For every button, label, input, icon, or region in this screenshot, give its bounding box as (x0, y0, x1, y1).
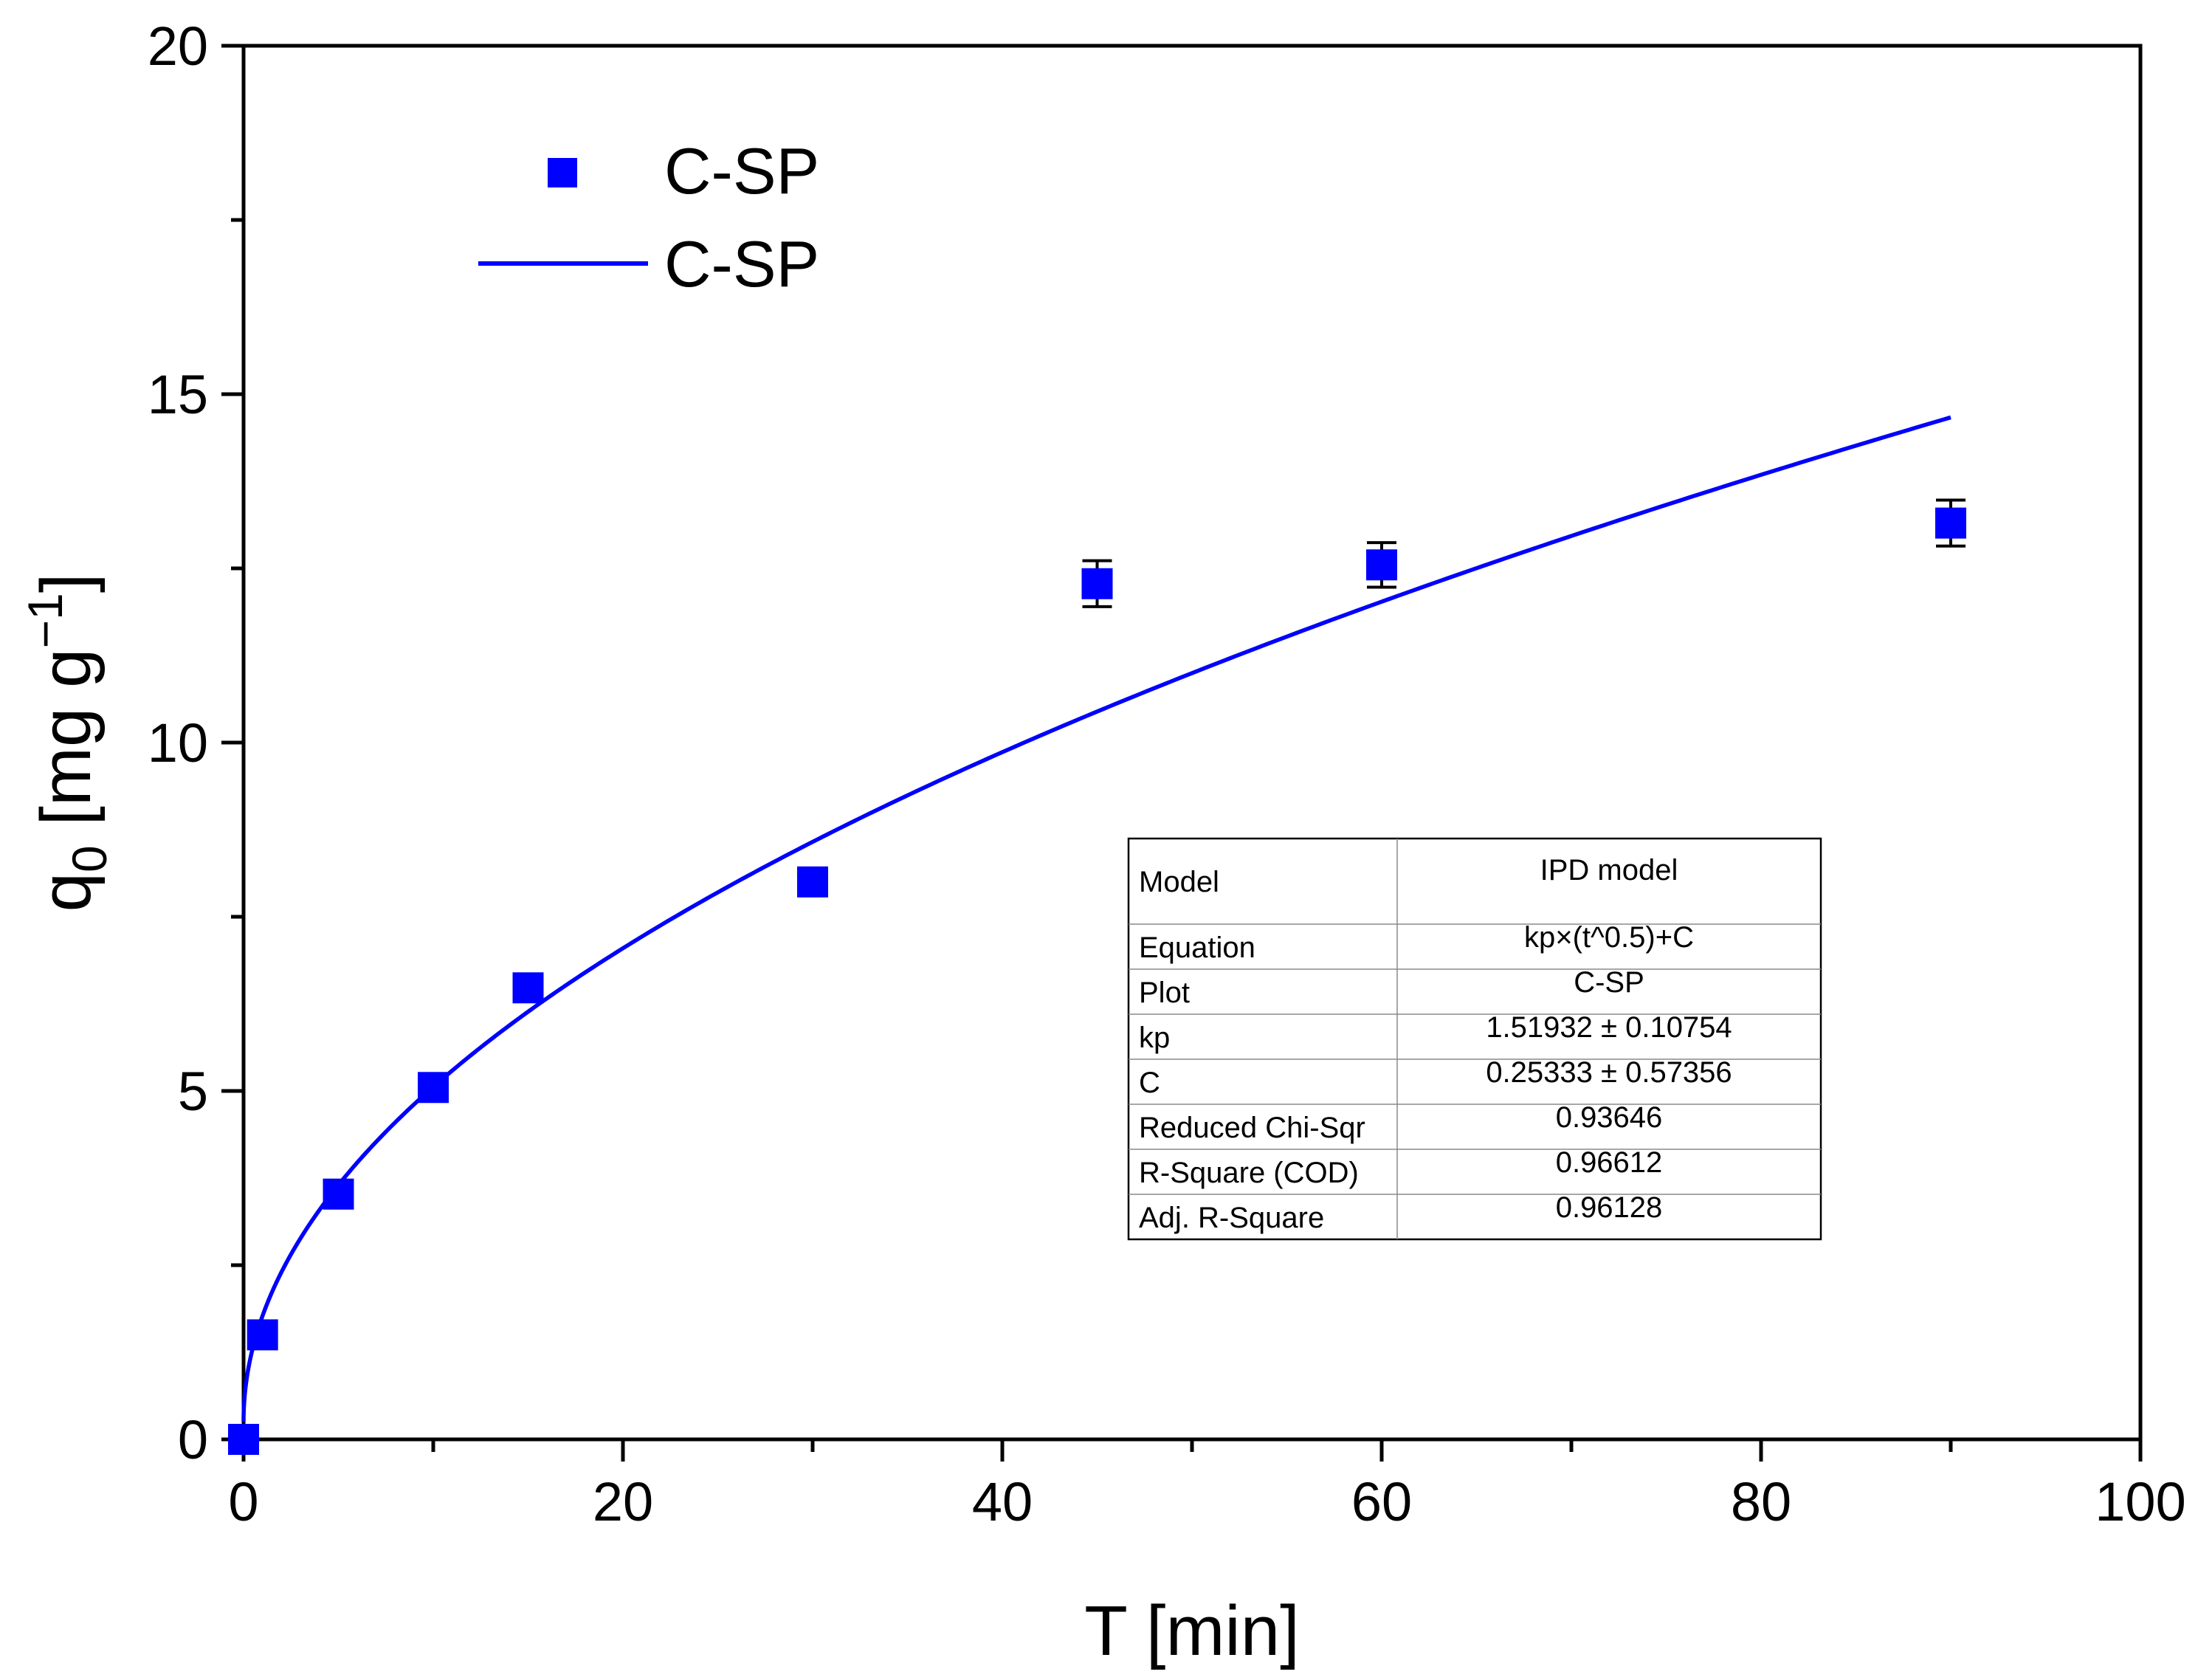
table-cell-label: Adj. R-Square (1139, 1202, 1324, 1234)
x-axis-title: T [min] (1084, 1591, 1300, 1670)
table-cell-label: kp (1139, 1022, 1170, 1054)
data-point (247, 1319, 278, 1351)
data-point (797, 866, 828, 898)
data-point (418, 1072, 449, 1104)
data-point (1366, 549, 1397, 581)
legend-square-symbol (548, 158, 577, 187)
legend-label-line: C-SP (664, 227, 819, 300)
y-axis-title: q0 [mg g−1] (18, 574, 117, 912)
data-point (1935, 507, 1966, 539)
table-cell-label: Equation (1139, 932, 1255, 964)
x-tick-label: 80 (1731, 1471, 1791, 1532)
table-cell-label: Plot (1139, 977, 1190, 1009)
x-tick-label: 40 (972, 1471, 1033, 1532)
x-tick-label: 100 (2095, 1471, 2185, 1532)
y-axis-title-subscript: 0 (62, 845, 117, 872)
data-point (512, 972, 544, 1004)
data-point (323, 1178, 354, 1210)
axes-layer: 0 20 40 60 80 100 0 5 10 15 20 (148, 16, 2186, 1532)
y-axis-title-units: [mg g (27, 649, 106, 846)
table-cell-value: kp×(t^0.5)+C (1524, 921, 1694, 954)
data-point (1081, 568, 1113, 599)
table-cell-value: 1.51932 ± 0.10754 (1486, 1011, 1732, 1044)
data-points-layer (228, 498, 1966, 1455)
table-cell-label: Model (1139, 866, 1219, 898)
table-border (1127, 837, 1822, 1241)
legend: C-SP C-SP (478, 134, 819, 300)
table-cell-label: C (1139, 1067, 1160, 1099)
table-cell-label: Reduced Chi-Sqr (1139, 1112, 1365, 1144)
x-tick-label: 20 (593, 1471, 653, 1532)
y-tick-label: 10 (148, 712, 208, 774)
fit-curve (241, 415, 1951, 1422)
table-cell-value: 0.96612 (1556, 1146, 1663, 1179)
y-tick-label: 15 (148, 364, 208, 425)
x-tick-label: 60 (1351, 1471, 1412, 1532)
y-axis-title-units-close: ] (27, 574, 106, 593)
y-axis-title-superscript: −1 (18, 593, 72, 648)
fit-results-table: Model IPD model Equation kp×(t^0.5)+C Plot C-… (1127, 837, 1822, 1241)
y-tick-label: 0 (178, 1409, 208, 1470)
axis-titles: T [min]q0 [mg g−1] (18, 574, 1300, 1670)
y-tick-label: 5 (178, 1061, 208, 1122)
table-cell-value: IPD model (1540, 854, 1678, 887)
x-tick-label: 0 (228, 1471, 258, 1532)
table-cell-value: 0.96128 (1556, 1191, 1663, 1224)
y-tick-label: 20 (148, 16, 208, 77)
table-cell-value: C-SP (1574, 966, 1644, 999)
table-cell-label: R-Square (COD) (1139, 1157, 1359, 1189)
y-axis-title-base: q (27, 872, 106, 912)
legend-label-points: C-SP (664, 134, 819, 207)
data-point (228, 1424, 259, 1455)
table-cell-value: 0.25333 ± 0.57356 (1486, 1056, 1732, 1089)
table-cell-value: 0.93646 (1556, 1101, 1663, 1134)
fit-line-layer (241, 415, 1951, 1422)
